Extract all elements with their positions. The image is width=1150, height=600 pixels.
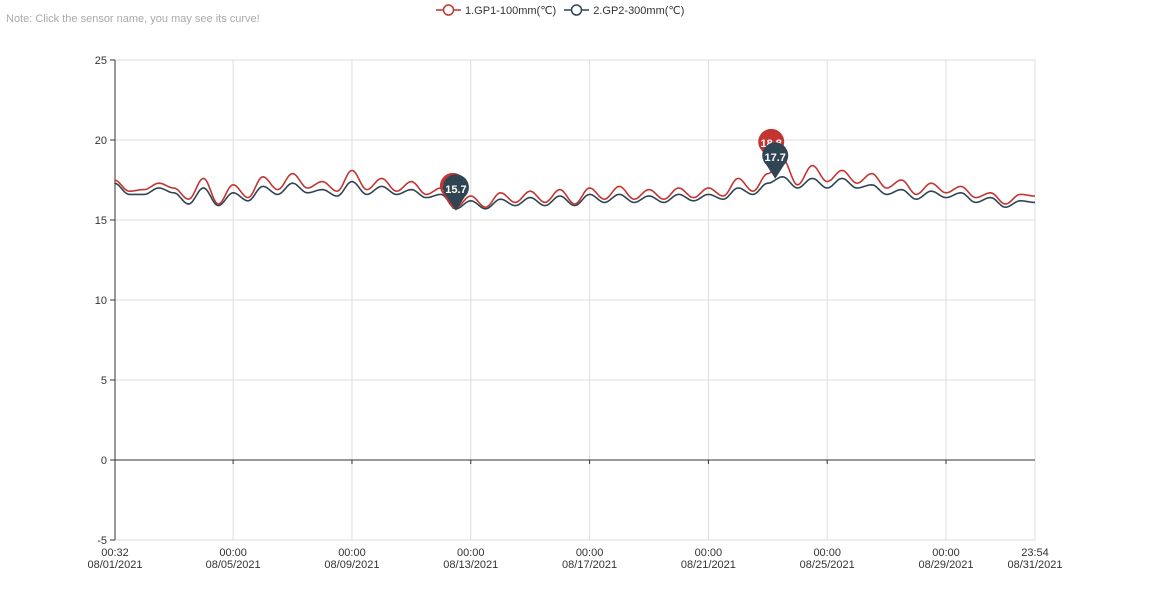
x-tick-date-label: 08/31/2021: [1007, 559, 1062, 571]
x-tick-time-label: 00:00: [695, 547, 723, 559]
x-tick-time-label: 00:00: [576, 547, 604, 559]
min-marker-gp2: 15.7: [442, 174, 469, 211]
x-tick-date-label: 08/17/2021: [562, 559, 617, 571]
series-line-2: [114, 175, 1035, 210]
x-tick-time-label: 00:00: [932, 547, 960, 559]
legend: 1.GP1-100mm(℃) 2.GP2-300mm(℃): [436, 3, 684, 17]
x-tick-date-label: 08/25/2021: [800, 559, 855, 571]
max-marker-gp2-shape: [762, 142, 789, 179]
max-marker-gp2-label: 17.7: [765, 152, 786, 164]
y-tick-label: 15: [95, 215, 107, 227]
y-tick-label: 25: [95, 55, 107, 67]
y-tick-label: 20: [95, 135, 107, 147]
y-tick-label: 10: [95, 295, 107, 307]
x-tick-date-label: 08/21/2021: [681, 559, 736, 571]
x-tick-time-label: 00:00: [457, 547, 485, 559]
x-tick-time-label: 00:00: [338, 547, 366, 559]
legend-item-gp1[interactable]: 1.GP1-100mm(℃): [436, 3, 556, 17]
note-text: Note: Click the sensor name, you may see…: [6, 13, 260, 25]
x-tick-date-label: 08/29/2021: [918, 559, 973, 571]
series-line-1: [114, 158, 1035, 209]
legend-item-gp2[interactable]: 2.GP2-300mm(℃): [564, 3, 684, 17]
x-tick-date-label: 08/05/2021: [206, 559, 261, 571]
legend-line-circle-icon: [564, 4, 590, 16]
y-tick-label: -5: [97, 535, 107, 547]
legend-label-gp1: 1.GP1-100mm(℃): [465, 4, 557, 17]
x-tick-date-label: 08/01/2021: [87, 559, 142, 571]
x-tick-time-label: 00:32: [101, 547, 129, 559]
x-tick-date-label: 08/09/2021: [324, 559, 379, 571]
y-tick-label: 0: [101, 455, 107, 467]
legend-label-gp2: 2.GP2-300mm(℃): [593, 4, 685, 17]
x-tick-time-label: 23:54: [1021, 547, 1049, 559]
y-tick-label: 5: [101, 375, 107, 387]
legend-line-circle-icon: [436, 4, 461, 16]
min-marker-gp2-shape: [442, 174, 469, 211]
min-marker-gp2-label: 15.7: [445, 184, 466, 196]
x-tick-time-label: 00:00: [219, 547, 247, 559]
max-marker-gp2: 17.7: [762, 142, 789, 179]
x-tick-time-label: 00:00: [813, 547, 841, 559]
x-tick-date-label: 08/13/2021: [443, 559, 498, 571]
